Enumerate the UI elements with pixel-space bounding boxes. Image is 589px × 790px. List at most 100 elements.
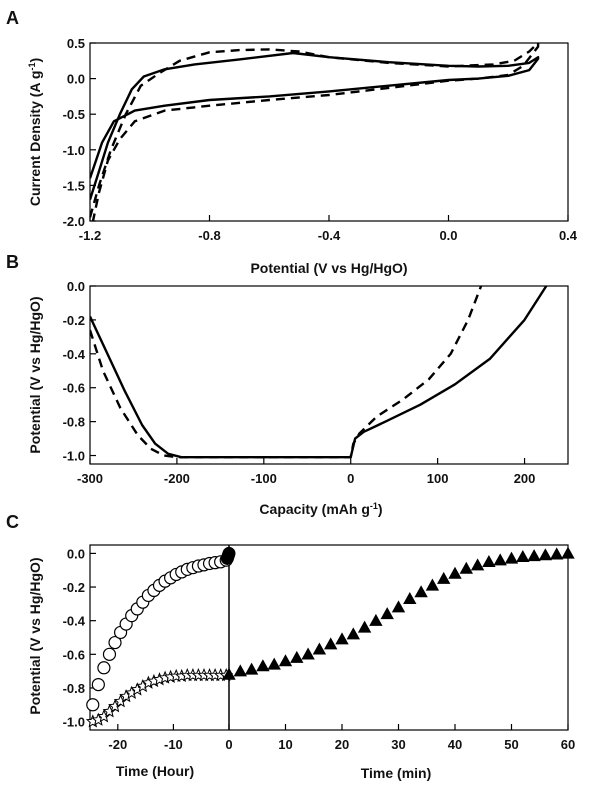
panel-b-y-tick-label: -0.6 <box>63 381 85 396</box>
panel-b-y-tick-label: -1.0 <box>63 449 85 464</box>
panel-a-x-ticks: -1.2 -0.8 -0.4 0.0 0.4 <box>79 215 578 243</box>
panel-c: C -20 -10 0 10 20 30 40 50 60 0.0 -0.2 -0.4 -0.6 -0.… <box>6 512 575 781</box>
panel-a-y-axis-label-main: Current Density (A g <box>27 71 43 207</box>
panel-a-x-axis-label: Potential (V vs Hg/HgO) <box>250 260 407 276</box>
panel-c-triangle-point <box>414 585 428 598</box>
panel-c-triangle-point <box>267 657 281 670</box>
panel-a-series-group <box>90 43 540 221</box>
panel-c-x-axis-label-minutes: Time (min) <box>361 765 432 781</box>
panel-a-y-axis-label: Current Density (A g-1) <box>27 58 43 206</box>
panel-c-triangle-point <box>459 561 473 574</box>
panel-c-minutes-x-tick-label: 20 <box>335 737 349 752</box>
panel-a-x-tick-label: -1.2 <box>79 228 101 243</box>
panel-b-y-tick-label: 0.0 <box>67 279 85 294</box>
panel-c-triangle-point <box>244 662 259 675</box>
panel-a-y-tick-label: 0.0 <box>67 72 85 87</box>
panel-c-triangle-point <box>482 554 496 568</box>
panel-a-x-tick-label: -0.4 <box>318 228 341 243</box>
panel-b-x-tick-label: -300 <box>77 471 103 486</box>
panel-b-frame <box>89 285 569 465</box>
panel-letter-b: B <box>6 252 19 272</box>
panel-c-triangle-point <box>470 558 485 571</box>
panel-a-x-tick-label: 0.0 <box>439 228 457 243</box>
panel-letter-a: A <box>6 8 19 28</box>
panel-c-y-tick-label: -0.6 <box>63 647 85 662</box>
panel-b-x-axis-label-sup: -1 <box>370 501 378 511</box>
panel-b-y-ticks: 0.0 -0.2 -0.4 -0.6 -0.8 -1.0 <box>63 279 96 464</box>
panel-b-y-tick-label: -0.2 <box>63 313 85 328</box>
panel-b-x-tick-label: -100 <box>251 471 277 486</box>
panel-a-y-tick-label: -0.5 <box>63 107 85 122</box>
panel-b-y-axis-label: Potential (V vs Hg/HgO) <box>27 296 43 453</box>
panel-c-y-tick-label: -1.0 <box>63 715 85 730</box>
panel-b-series-dashed <box>90 286 483 459</box>
panel-c-triangle-point <box>403 591 417 605</box>
panel-c-open-circle-point <box>97 661 111 675</box>
panel-a-series-dashed <box>90 43 540 221</box>
panel-c-triangle-point <box>346 627 360 640</box>
panel-c-triangle-point <box>301 647 315 660</box>
panel-c-x-axis-label-hours: Time (Hour) <box>116 763 194 779</box>
panel-a-y-tick-label: -1.0 <box>63 143 85 158</box>
panel-c-minutes-x-tick-label: 40 <box>448 737 462 752</box>
panel-c-triangle-point <box>493 553 507 566</box>
panel-c-triangle-point <box>357 620 372 633</box>
panel-c-x-ticks: -20 -10 0 10 20 30 40 50 60 <box>108 724 575 752</box>
panel-b-x-axis-label-tail: ) <box>378 501 383 517</box>
panel-a-y-axis-label-sup: -1 <box>27 63 37 71</box>
panel-a-y-tick-label: -1.5 <box>63 178 85 193</box>
panel-c-triangle-point <box>425 578 440 591</box>
panel-c-triangle-point <box>324 637 338 650</box>
panel-a-y-axis-label-tail: ) <box>27 58 43 63</box>
panel-a-y-tick-label: 0.5 <box>67 36 85 51</box>
panel-a-x-tick-label: -0.8 <box>198 228 220 243</box>
panel-c-minutes-x-tick-label: 60 <box>561 737 575 752</box>
panel-c-triangle-point <box>222 667 236 680</box>
panel-c-series <box>85 546 575 728</box>
panel-b-series <box>90 286 548 459</box>
panel-b-x-tick-label: -200 <box>164 471 190 486</box>
panel-b-x-tick-label: 200 <box>514 471 536 486</box>
panel-b-x-axis-label: Capacity (mAh g-1) <box>259 501 382 517</box>
panel-c-triangle-point <box>448 566 462 579</box>
panel-c-minutes-x-tick-label: 10 <box>278 737 292 752</box>
panel-c-open-circle-point <box>91 677 105 692</box>
panel-a: A -1.2 -0.8 -0.4 0.0 0.4 0.5 0.0 -0.5 -1.0 -1.5 -… <box>6 8 578 276</box>
panel-c-y-tick-label: -0.8 <box>63 681 85 696</box>
panel-c-triangle-point <box>437 571 451 584</box>
panel-c-triangle-point <box>335 632 349 645</box>
panel-b: B -300 -200 -100 0 100 200 0.0 -0.2 -0.4 -0.6 -0.… <box>6 252 569 517</box>
panel-a-y-ticks: 0.5 0.0 -0.5 -1.0 -1.5 -2.0 <box>63 36 96 229</box>
panel-c-minutes-x-tick-label: 30 <box>391 737 405 752</box>
panel-letter-c: C <box>6 512 19 532</box>
panel-a-x-tick-label: 0.4 <box>559 228 578 243</box>
panel-b-x-tick-label: 0 <box>347 471 354 486</box>
panel-c-filled-circle-point <box>222 546 236 560</box>
panel-c-y-axis-label: Potential (V vs Hg/HgO) <box>27 557 43 714</box>
panel-c-y-tick-label: -0.4 <box>63 614 86 629</box>
panel-c-triangle-point <box>369 613 383 626</box>
panel-b-series-solid <box>90 286 548 459</box>
panel-a-series <box>90 43 540 221</box>
panel-b-x-axis-label-main: Capacity (mAh g <box>259 501 369 517</box>
panel-c-triangle-point <box>538 548 553 561</box>
panel-c-triangle-point <box>504 551 519 564</box>
panel-b-x-ticks: -300 -200 -100 0 100 200 <box>77 458 535 486</box>
panel-c-hours-x-tick-label: 0 <box>225 737 232 752</box>
panel-c-y-tick-label: 0.0 <box>67 546 85 561</box>
panel-c-y-ticks: 0.0 -0.2 -0.4 -0.6 -0.8 -1.0 <box>63 546 96 730</box>
panel-c-triangle-point <box>550 547 564 560</box>
panel-c-hours-x-tick-label: -10 <box>164 737 183 752</box>
panel-c-frame <box>89 544 569 731</box>
panel-a-series-solid <box>90 51 540 200</box>
panel-c-open-circle-point <box>86 698 100 712</box>
panel-c-triangle-point <box>561 546 575 559</box>
panel-b-y-tick-label: -0.4 <box>63 347 86 362</box>
panel-b-y-tick-label: -0.8 <box>63 415 85 430</box>
panel-c-triangle-point <box>256 659 270 672</box>
panel-c-open-circle-point <box>108 635 122 650</box>
panel-c-y-tick-label: -0.2 <box>63 580 85 595</box>
panel-c-triangle-point <box>391 600 406 613</box>
panel-b-series-group <box>90 286 548 459</box>
